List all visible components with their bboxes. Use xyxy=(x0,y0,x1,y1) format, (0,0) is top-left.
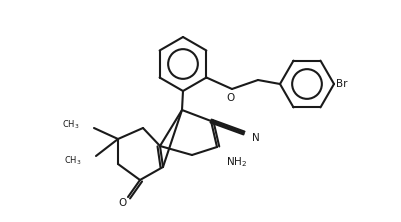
Text: CH$_3$: CH$_3$ xyxy=(62,119,80,131)
Text: Br: Br xyxy=(335,79,346,89)
Text: O: O xyxy=(226,93,235,103)
Text: CH$_3$: CH$_3$ xyxy=(64,155,82,167)
Text: NH$_2$: NH$_2$ xyxy=(225,155,247,169)
Text: N: N xyxy=(251,133,259,143)
Text: O: O xyxy=(119,198,127,208)
